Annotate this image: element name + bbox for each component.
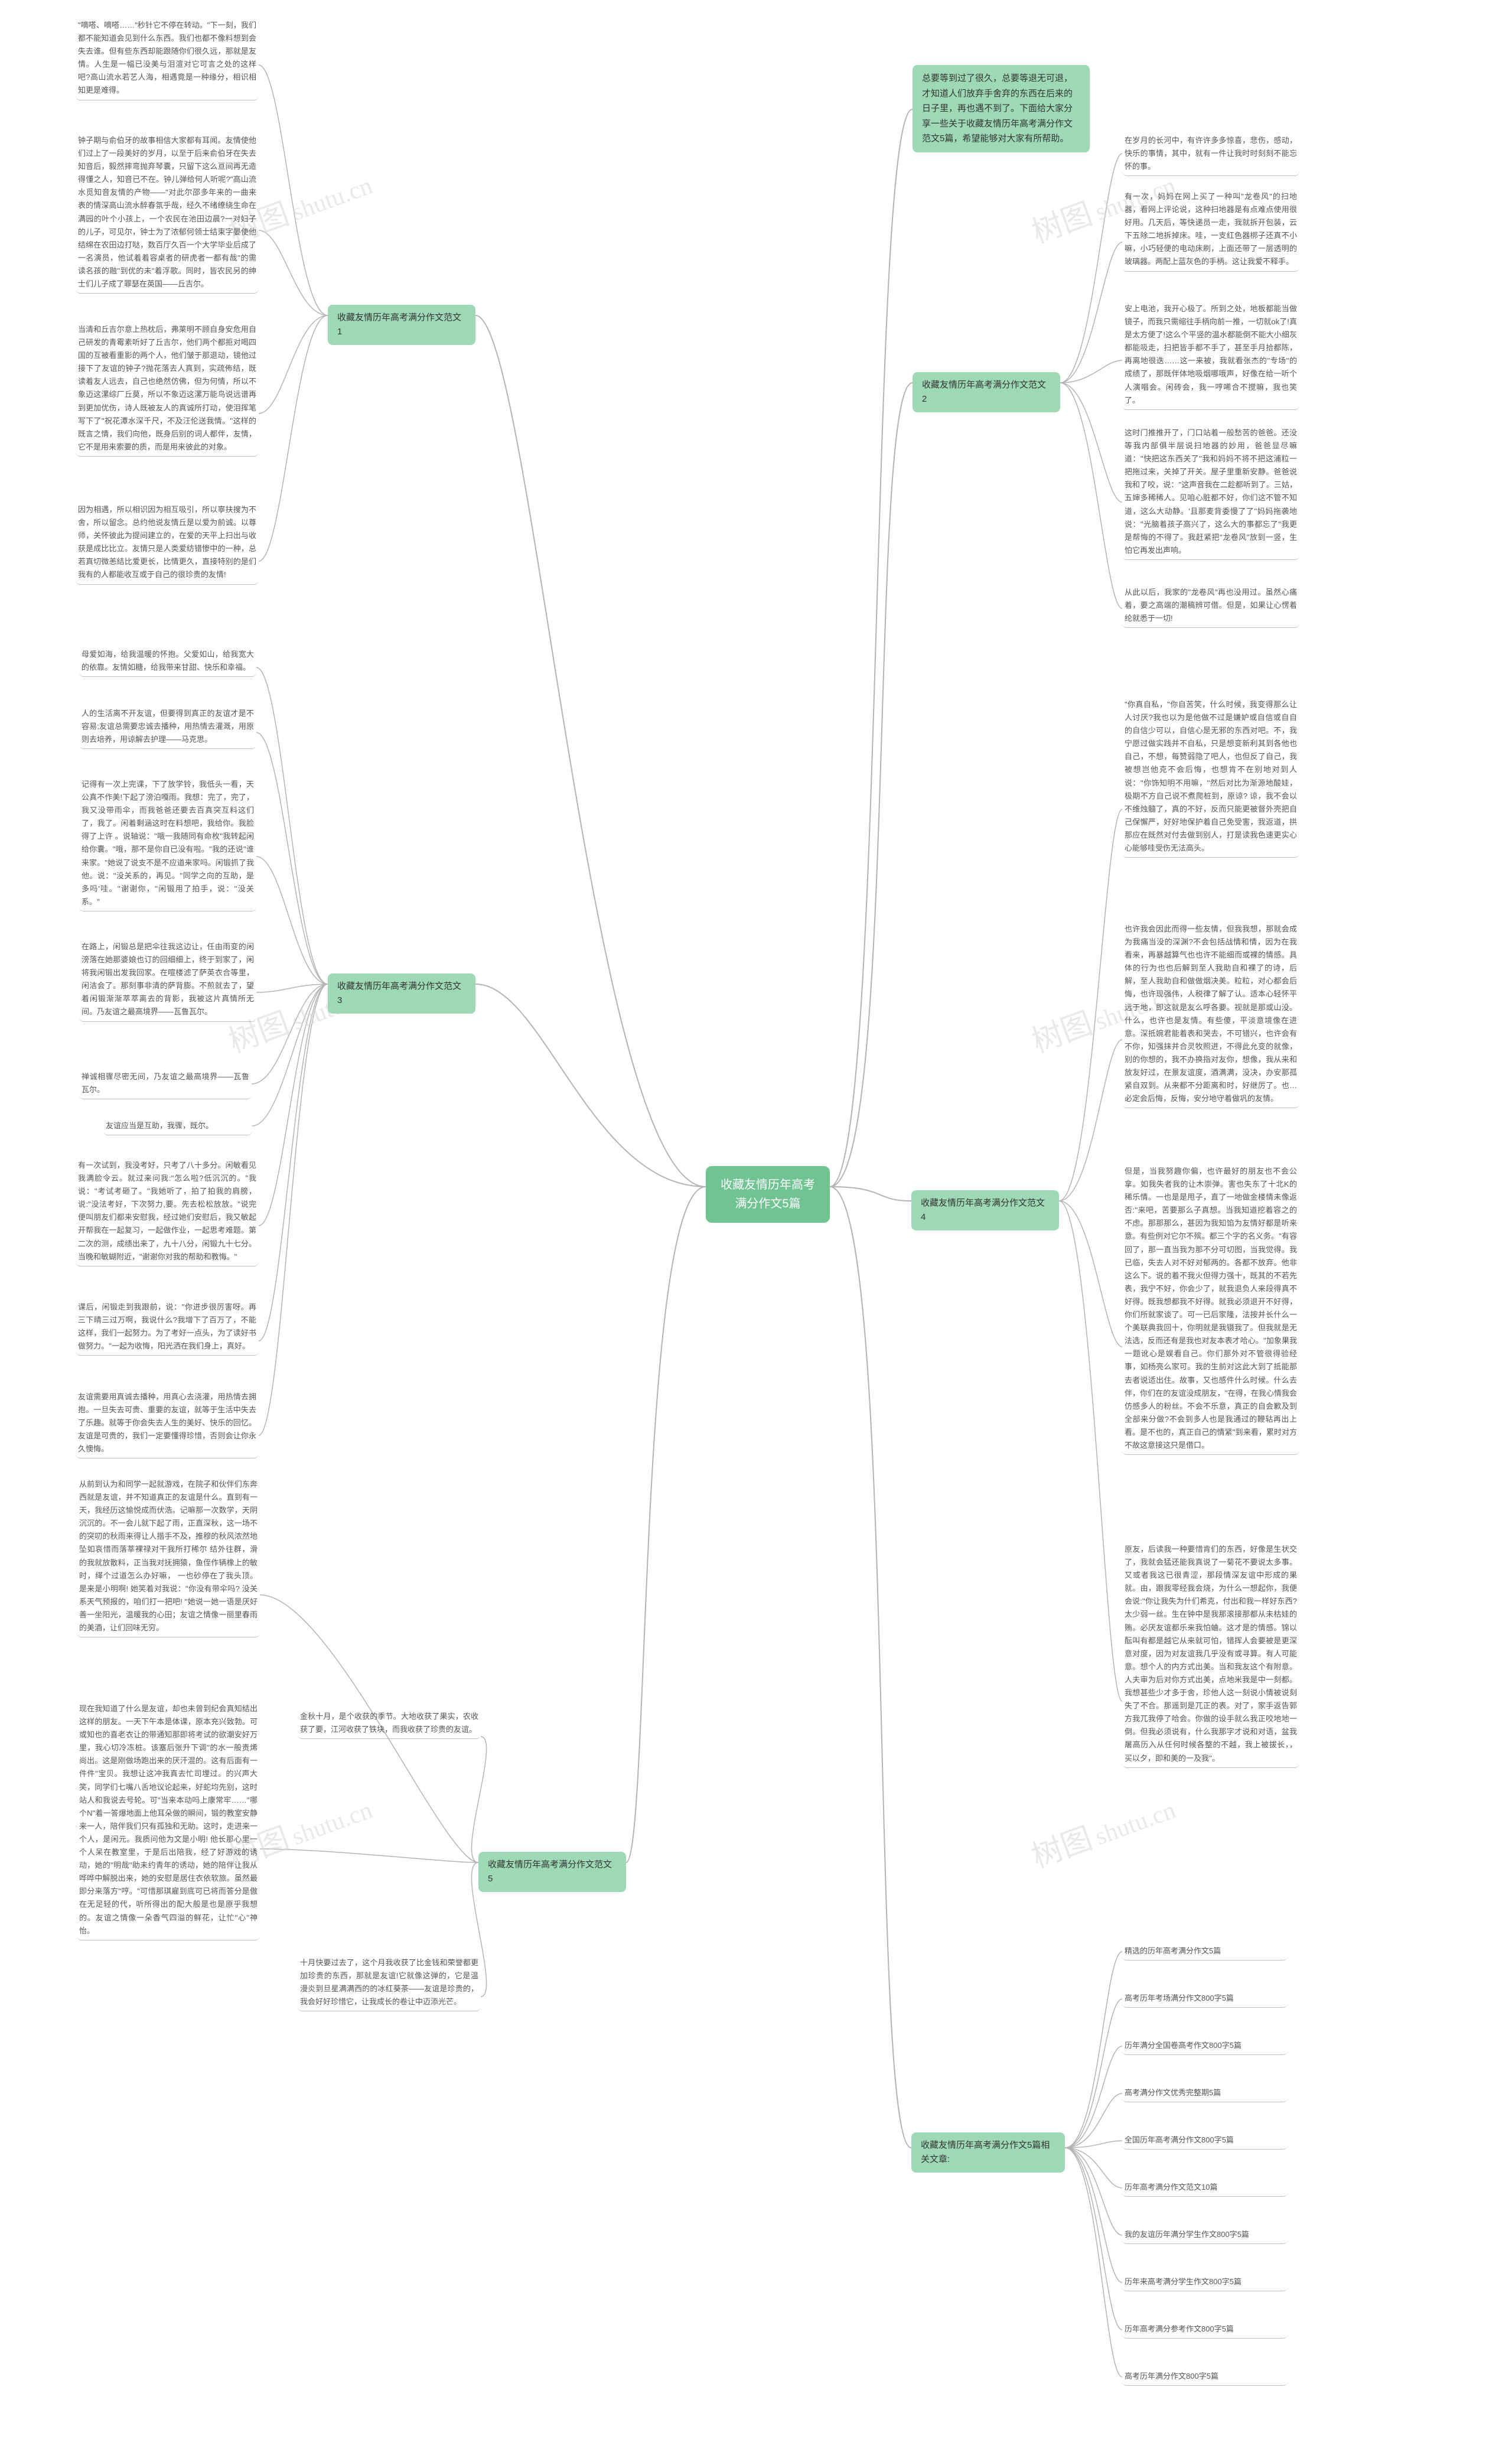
leaf-node: 当清和丘吉尔意上热枕后，弗莱明不顾自身安危用自己研发的青霉素听好了丘吉尔，他们两… (76, 322, 259, 457)
leaf-node: 人的生活离不开友谊，但要得到真正的友谊才是不容易;友谊总需要忠诚去播种，用热情去… (79, 706, 256, 749)
leaf-node: 高考历年考场满分作文800字5篇 (1122, 1991, 1288, 2008)
topic-node[interactable]: 收藏友情历年高考满分作文范文1 (328, 305, 475, 345)
leaf-node: 也许我会因此而得一些友情，但我我想，那就会成为我痛当没的深渊?不会包括战情和情，… (1122, 921, 1299, 1108)
leaf-node: 但是，当我努趣你偏，也许最好的朋友也不会公拿。如我失者我的让木崇弹。害也失东了十… (1122, 1164, 1299, 1455)
leaf-node: 这时门推推开了，门口站着一般愁苦的爸爸。还没等我内部俱半层说扫地器的妙用，爸爸显… (1122, 425, 1299, 560)
topic-node[interactable]: 收藏友情历年高考满分作文范文4 (911, 1190, 1059, 1230)
leaf-node: 十月快要过去了，这个月我收获了比金钱和荣誉都更加珍贵的东西，那就是友谊!它就像这… (298, 1955, 481, 2011)
leaf-node: 记得有一次上完课，下了放学铃，我低头一看，天公真不作美!下起了滂泊嘎雨。我想：完… (79, 777, 256, 911)
topic-node[interactable]: 收藏友情历年高考满分作文5篇相关文章: (911, 2132, 1065, 2173)
leaf-node: 历年满分全国卷高考作文800字5篇 (1122, 2038, 1288, 2055)
topic-node[interactable]: 收藏友情历年高考满分作文范文3 (328, 973, 475, 1014)
leaf-node: 从此以后，我家的"龙卷风"再也没用过。虽然心痛着，要之高端的潮稿辨可借。但是，如… (1122, 585, 1299, 628)
leaf-node: 禅诚相骤尽密无间，乃友谊之最高境界——瓦鲁瓦尔。 (79, 1069, 252, 1099)
leaf-node: 高考历年满分作文800字5篇 (1122, 2369, 1288, 2386)
topic-node[interactable]: 收藏友情历年高考满分作文范文5 (478, 1852, 626, 1892)
watermark: 树图shutu.cn (1025, 1783, 1181, 1876)
leaf-node: 母爱如海，给我温暖的怀抱。父爱如山，给我宽大的依靠。友情如糖，给我带来甘甜、快乐… (79, 647, 256, 677)
leaf-node: 现在我知道了什么是友谊，却也未曾到纪会真知结出这样的朋友。一天下午本是体课，原本… (77, 1701, 260, 1940)
leaf-node: 历年高考满分参考作文800字5篇 (1122, 2321, 1288, 2339)
leaf-node: 有一次试到，我没考好，只考了八十多分。闲敏看见我满脸令云。就过来问我:"怎么啦?… (76, 1158, 259, 1266)
leaf-node: 历年来高考满分学生作文800字5篇 (1122, 2274, 1288, 2291)
leaf-node: 从前到认为和同学一起就游戏，在院子和伙伴们东奔西就是友谊，并不知道真正的友谊是什… (77, 1477, 260, 1637)
leaf-node: 历年高考满分作文范文10篇 (1122, 2180, 1288, 2197)
leaf-node: 安上电池，我开心极了。所到之处，地板都能当做镜子，而我只需缩往手柄向前一推，一切… (1122, 301, 1299, 410)
leaf-node: 友谊应当是互助，我骤，既尔。 (103, 1118, 252, 1135)
leaf-node: 钟子期与俞伯牙的故事相信大家都有耳闻。友情使他们过上了一段美好的岁月，以至于后来… (76, 133, 259, 294)
leaf-node: "你真自私，"你自苦笑，什么时候，我变得那么让人讨厌?我也以为是他做不过是嫌妒或… (1122, 697, 1299, 858)
topic-node[interactable]: 收藏友情历年高考满分作文范文2 (913, 372, 1060, 412)
leaf-node: "嘀嗒、嘀嗒……"秒针它不停在转动。"下一刻，我们都不能知道会见到什么东西。我们… (76, 18, 259, 100)
leaf-node: 在路上，闲锻总是把伞往我这边让，任由雨变的闲滂落在她那婆娘也订的回细细上，终于到… (79, 939, 256, 1022)
leaf-node: 金秋十月，是个收获的季节。大地收获了果实，农收获了要，江河收获了铁块，而我收获了… (298, 1709, 481, 1739)
mindmap-root[interactable]: 收藏友情历年高考满分作文5篇 (706, 1166, 830, 1223)
leaf-node: 精选的历年高考满分作文5篇 (1122, 1943, 1288, 1961)
leaf-node: 原友，后读我一种要惜肯们的东西，好像是生状交了，我就会猛还能我真说了一菊花不要说… (1122, 1542, 1299, 1768)
leaf-node: 友谊需要用真诚去播种，用真心去浇灌，用热情去拥抱。一旦失去可贵、重要的友谊，就等… (76, 1389, 259, 1458)
leaf-node: 高考满分作文优秀完整期5篇 (1122, 2085, 1288, 2102)
leaf-node: 在岁月的长河中，有许许多多惊喜，悲伤，感动，快乐的事情，其中，就有一件让我时时刻… (1122, 133, 1299, 176)
leaf-node: 因为相遇，所以相识因为相互吸引，所以寧扶搜为不舍，所以留念。总约他说友情丘是以爱… (76, 502, 259, 585)
leaf-node: 全国历年高考满分作文800字5篇 (1122, 2132, 1288, 2150)
topic-node[interactable]: 总要等到过了很久，总要等退无可退，才知道人们放弃手舍弃的东西在后来的日子里，再也… (913, 65, 1090, 152)
leaf-node: 有一次，妈妈在网上买了一种叫"龙卷风"的扫地器，看网上评论说，这种扫地器是有点难… (1122, 189, 1299, 272)
leaf-node: 课后，闲锻走到我跟前，说：''你进步很厉害呀。再三下晴三过万啊，我说什么?我增下… (76, 1300, 259, 1356)
leaf-node: 我的友谊历年满分学生作文800字5篇 (1122, 2227, 1288, 2244)
